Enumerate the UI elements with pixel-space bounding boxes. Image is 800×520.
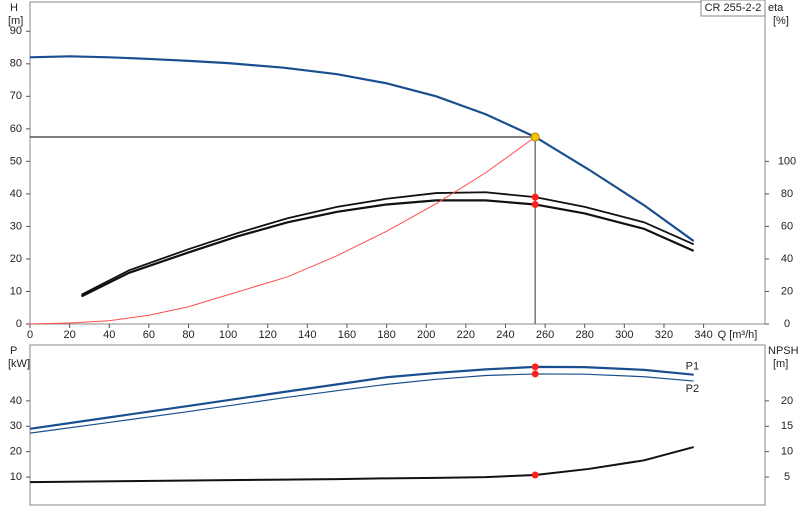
x-tick-label: 260 — [536, 329, 554, 341]
curve — [29, 373, 694, 434]
x-tick-label: 60 — [143, 329, 155, 341]
x-tick-label: 180 — [377, 329, 395, 341]
y-tick-label: 0 — [16, 318, 22, 330]
y-tick-label: 40 — [10, 188, 22, 200]
x-tick-label: 220 — [457, 329, 475, 341]
y-axis-unit: [m] — [8, 15, 23, 27]
y-tick-label: 80 — [10, 58, 22, 70]
operating-marker — [531, 193, 539, 201]
y2-axis-unit: [%] — [773, 15, 789, 27]
y-tick-label: 10 — [10, 285, 22, 297]
curve — [81, 191, 695, 296]
curve — [29, 365, 694, 430]
y2-axis-unit: [m] — [773, 358, 788, 370]
x-tick-label: 100 — [219, 329, 237, 341]
title-box — [700, 0, 766, 17]
x-axis-label: Q [m³/h] — [718, 329, 758, 341]
series-label: P2 — [686, 383, 699, 395]
y2-tick-label: 60 — [781, 220, 793, 232]
operating-marker — [531, 471, 539, 479]
operating-marker — [531, 370, 539, 378]
y2-axis-label: eta — [768, 2, 784, 14]
y2-tick-label: 100 — [778, 155, 796, 167]
x-tick-label: 300 — [615, 329, 633, 341]
x-tick-label: 0 — [27, 329, 33, 341]
y-tick-label: 70 — [10, 90, 22, 102]
x-tick-label: 120 — [259, 329, 277, 341]
operating-marker — [531, 200, 539, 208]
duty-point — [530, 132, 540, 142]
series-label: P1 — [686, 361, 699, 373]
x-tick-label: 200 — [417, 329, 435, 341]
curve — [29, 446, 694, 484]
y2-tick-label: 5 — [784, 471, 790, 483]
plot-frame — [29, 1, 766, 325]
operating-marker — [531, 363, 539, 371]
x-tick-label: 340 — [694, 329, 712, 341]
chart-title: CR 255-2-2 — [705, 2, 762, 14]
y-axis-label: P — [10, 345, 17, 357]
y-tick-label: 60 — [10, 123, 22, 135]
curve — [81, 199, 695, 298]
x-tick-label: 20 — [63, 329, 75, 341]
curve — [29, 55, 695, 242]
y2-tick-label: 40 — [781, 253, 793, 265]
y-axis-label: H — [10, 2, 18, 14]
y2-tick-label: 20 — [781, 395, 793, 407]
y2-tick-label: 20 — [781, 285, 793, 297]
y2-tick-label: 15 — [781, 420, 793, 432]
plot-frame — [29, 344, 766, 506]
y-tick-label: 30 — [10, 420, 22, 432]
x-tick-label: 140 — [298, 329, 316, 341]
x-tick-label: 80 — [182, 329, 194, 341]
curve — [29, 136, 536, 325]
y2-tick-label: 0 — [784, 318, 790, 330]
y-tick-label: 30 — [10, 220, 22, 232]
y-tick-label: 20 — [10, 446, 22, 458]
y2-tick-label: 10 — [781, 446, 793, 458]
x-tick-label: 320 — [655, 329, 673, 341]
x-tick-label: 280 — [576, 329, 594, 341]
y-tick-label: 40 — [10, 395, 22, 407]
y-tick-label: 50 — [10, 155, 22, 167]
x-tick-label: 240 — [496, 329, 514, 341]
x-tick-label: 40 — [103, 329, 115, 341]
y-tick-label: 10 — [10, 471, 22, 483]
y2-axis-label: NPSH — [768, 345, 799, 357]
x-tick-label: 160 — [338, 329, 356, 341]
y2-tick-label: 80 — [781, 188, 793, 200]
y-axis-unit: [kW] — [8, 358, 30, 370]
y-tick-label: 20 — [10, 253, 22, 265]
y-tick-label: 90 — [10, 25, 22, 37]
